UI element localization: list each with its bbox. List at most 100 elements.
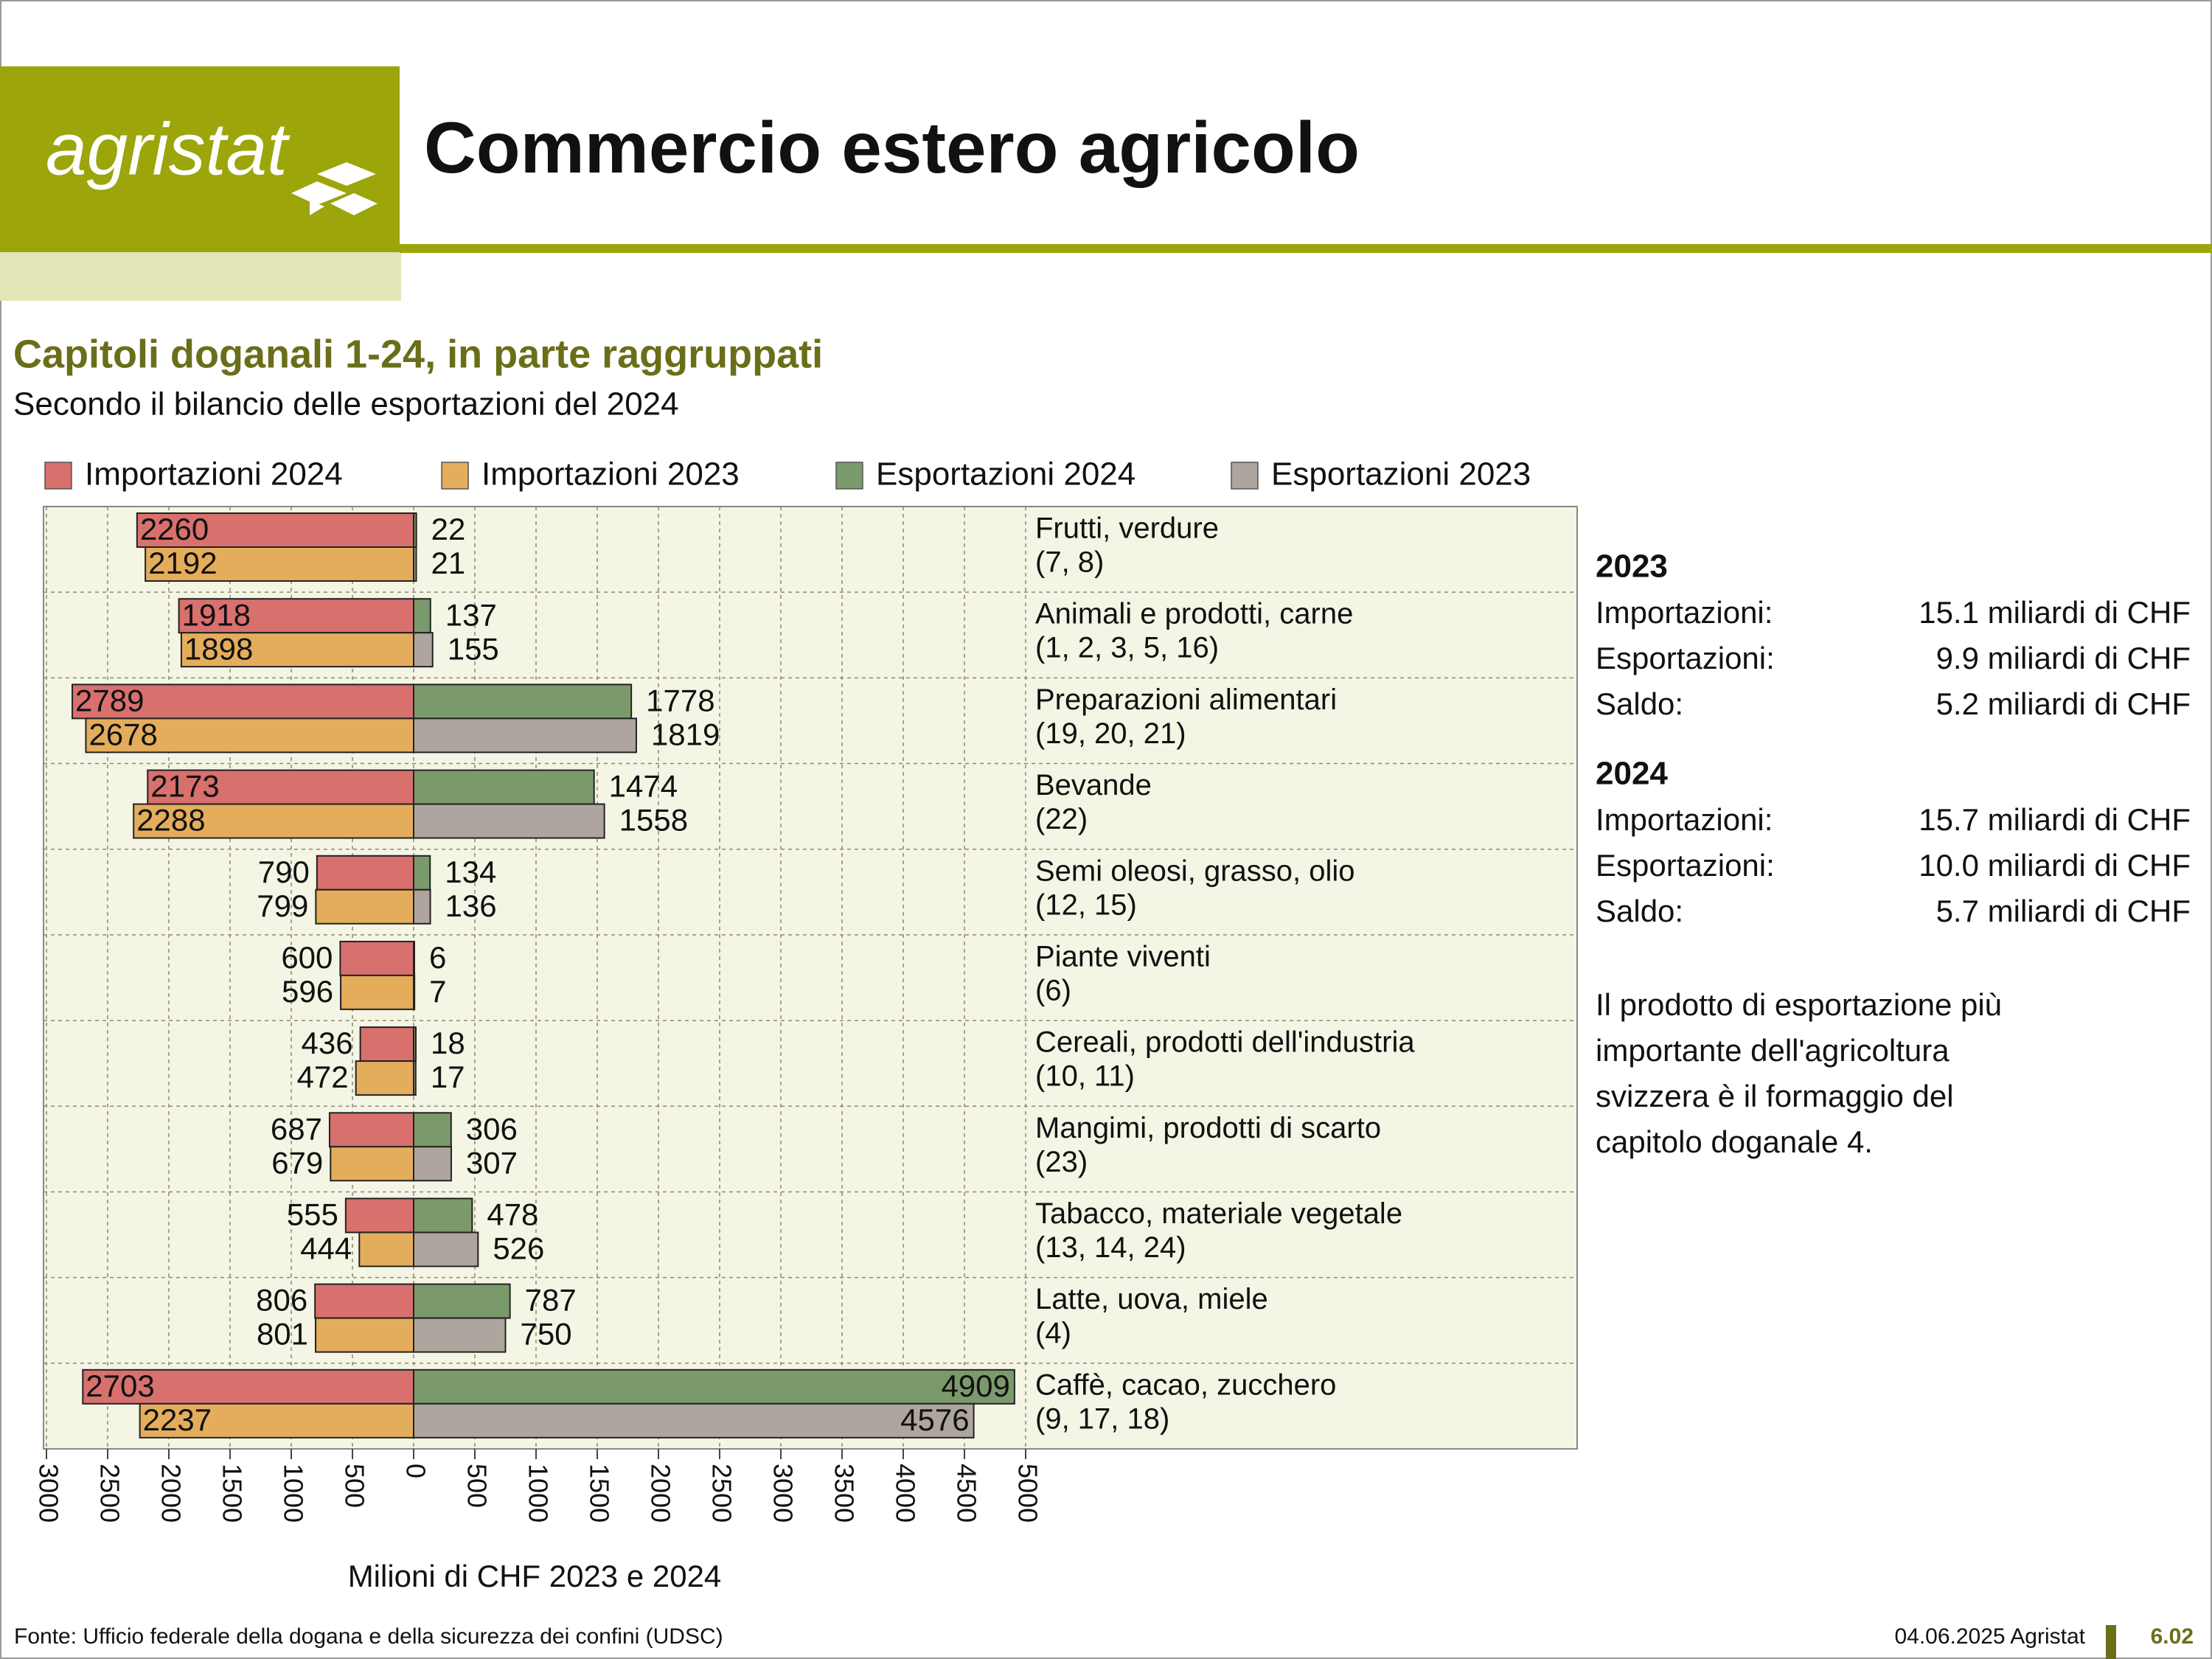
summary-value: 15.7 miliardi di CHF bbox=[1919, 802, 2191, 837]
bar bbox=[315, 1317, 414, 1353]
value-label: 2173 bbox=[150, 769, 219, 804]
category-label: Preparazioni alimentari bbox=[1035, 684, 1337, 716]
bar bbox=[413, 546, 417, 582]
bar bbox=[413, 1231, 479, 1267]
category-label: (13, 14, 24) bbox=[1035, 1231, 1186, 1264]
bar bbox=[413, 1112, 452, 1148]
bar bbox=[180, 632, 414, 668]
bar bbox=[344, 1197, 414, 1234]
summary-label: Esportazioni: bbox=[1596, 641, 1775, 675]
category-label: (10, 11) bbox=[1035, 1060, 1135, 1093]
category-label: Animali e prodotti, carne bbox=[1035, 598, 1353, 630]
x-tick-label: 500 bbox=[339, 1464, 369, 1508]
value-label: 2288 bbox=[136, 803, 205, 838]
chart-title: Capitoli doganali 1-24, in parte raggrup… bbox=[13, 332, 823, 376]
bar bbox=[145, 546, 415, 582]
value-label: 2237 bbox=[143, 1402, 212, 1437]
bar bbox=[82, 1368, 414, 1405]
bar bbox=[136, 512, 414, 548]
category-label: (23) bbox=[1035, 1146, 1088, 1178]
summary-year: 2023 bbox=[1596, 549, 1668, 585]
value-label: 472 bbox=[297, 1060, 349, 1094]
legend-label: Importazioni 2023 bbox=[481, 456, 740, 493]
value-label: 679 bbox=[271, 1145, 323, 1180]
value-label: 134 bbox=[445, 855, 496, 889]
value-label: 806 bbox=[256, 1283, 307, 1318]
bar bbox=[133, 803, 415, 839]
value-label: 306 bbox=[466, 1111, 518, 1146]
category-label: Cereali, prodotti dell'industria bbox=[1035, 1026, 1415, 1059]
footer-source: Fonte: Ufficio federale della dogana e d… bbox=[14, 1624, 723, 1649]
footer-date: 04.06.2025 Agristat bbox=[1894, 1624, 2085, 1649]
summary-year: 2024 bbox=[1596, 756, 1668, 792]
logo-underlay bbox=[0, 252, 401, 301]
logo-text: agristat bbox=[46, 108, 291, 190]
bar bbox=[339, 940, 414, 976]
bar bbox=[413, 803, 605, 839]
value-label: 1819 bbox=[651, 717, 720, 751]
category-label: (22) bbox=[1035, 803, 1088, 835]
logo-block bbox=[0, 66, 400, 252]
category-label: Semi oleosi, grasso, olio bbox=[1035, 855, 1355, 887]
category-label: (7, 8) bbox=[1035, 546, 1104, 579]
chart-subtitle: Secondo il bilancio delle esportazioni d… bbox=[13, 386, 679, 422]
bar bbox=[314, 1283, 415, 1319]
footer-bar bbox=[2106, 1625, 2116, 1659]
bar bbox=[139, 1402, 415, 1439]
value-label: 17 bbox=[431, 1060, 465, 1094]
value-label: 2789 bbox=[75, 683, 144, 717]
legend-swatch bbox=[1231, 462, 1259, 490]
category-label: Latte, uova, miele bbox=[1035, 1283, 1268, 1315]
category-label: (4) bbox=[1035, 1317, 1071, 1349]
value-label: 600 bbox=[281, 940, 333, 975]
legend-swatch bbox=[441, 462, 469, 490]
x-tick-label: 2000 bbox=[156, 1464, 186, 1523]
value-label: 444 bbox=[300, 1231, 352, 1266]
x-tick-label: 3000 bbox=[33, 1464, 63, 1523]
value-label: 307 bbox=[466, 1145, 518, 1180]
value-label: 526 bbox=[493, 1231, 544, 1266]
legend-label: Esportazioni 2024 bbox=[876, 456, 1135, 493]
value-label: 596 bbox=[282, 974, 333, 1009]
summary-value: 5.7 miliardi di CHF bbox=[1936, 894, 2191, 928]
category-label: (19, 20, 21) bbox=[1035, 717, 1186, 750]
x-tick-label: 4500 bbox=[951, 1464, 981, 1523]
bar bbox=[413, 1317, 507, 1353]
x-tick-label: 3500 bbox=[829, 1464, 859, 1523]
legend-label: Esportazioni 2023 bbox=[1271, 456, 1531, 493]
legend-label: Importazioni 2024 bbox=[85, 456, 343, 493]
header-rule bbox=[400, 244, 2212, 253]
page-title: Commercio estero agricolo bbox=[424, 107, 1360, 188]
summary-label: Saldo: bbox=[1596, 686, 1683, 721]
bar bbox=[413, 1146, 452, 1182]
x-tick-label: 1500 bbox=[584, 1464, 614, 1523]
summary-note: svizzera è il formaggio del bbox=[1596, 1079, 1954, 1113]
bar bbox=[85, 717, 415, 754]
bar bbox=[147, 769, 414, 805]
value-label: 1898 bbox=[184, 631, 253, 666]
bar bbox=[413, 855, 431, 891]
category-label: (9, 17, 18) bbox=[1035, 1402, 1169, 1435]
bar bbox=[413, 1026, 417, 1062]
bar bbox=[413, 598, 431, 634]
bar bbox=[413, 888, 431, 925]
value-label: 155 bbox=[448, 631, 499, 666]
bar bbox=[413, 1402, 975, 1439]
x-tick-label: 1500 bbox=[217, 1464, 247, 1523]
value-label: 750 bbox=[521, 1317, 572, 1352]
value-label: 1918 bbox=[182, 597, 251, 632]
value-label: 2703 bbox=[86, 1368, 154, 1403]
bar bbox=[413, 717, 637, 754]
x-tick-label: 2000 bbox=[645, 1464, 675, 1523]
summary-label: Importazioni: bbox=[1596, 595, 1773, 630]
x-tick-label: 0 bbox=[400, 1464, 431, 1478]
bar bbox=[413, 1060, 417, 1096]
value-label: 687 bbox=[271, 1111, 322, 1146]
x-tick-label: 1000 bbox=[523, 1464, 553, 1523]
value-label: 18 bbox=[431, 1026, 465, 1060]
bar bbox=[328, 1112, 415, 1148]
value-label: 21 bbox=[431, 546, 465, 580]
x-tick-label: 2500 bbox=[94, 1464, 125, 1523]
value-label: 790 bbox=[258, 855, 310, 889]
value-label: 6 bbox=[429, 940, 446, 975]
